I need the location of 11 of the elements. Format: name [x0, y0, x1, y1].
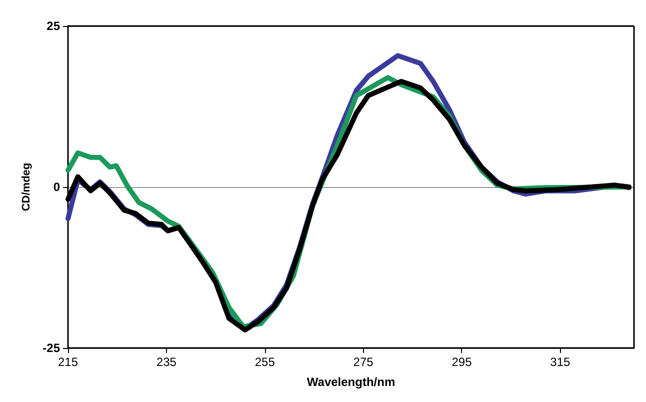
y-tick-label: 25: [46, 19, 60, 33]
x-tick-label: 315: [550, 355, 571, 369]
x-tick-label: 215: [58, 355, 78, 369]
x-tick-label: 255: [254, 355, 276, 369]
y-axis-title: CD/mdeg: [20, 162, 32, 212]
y-tick-label: -25: [42, 341, 60, 355]
x-tick-label: 275: [353, 355, 374, 369]
x-tick-label: 295: [452, 355, 472, 369]
x-tick-label: 235: [156, 355, 177, 369]
y-tick-label: 0: [53, 180, 60, 194]
x-axis-title: Wavelength/nm: [306, 375, 396, 389]
